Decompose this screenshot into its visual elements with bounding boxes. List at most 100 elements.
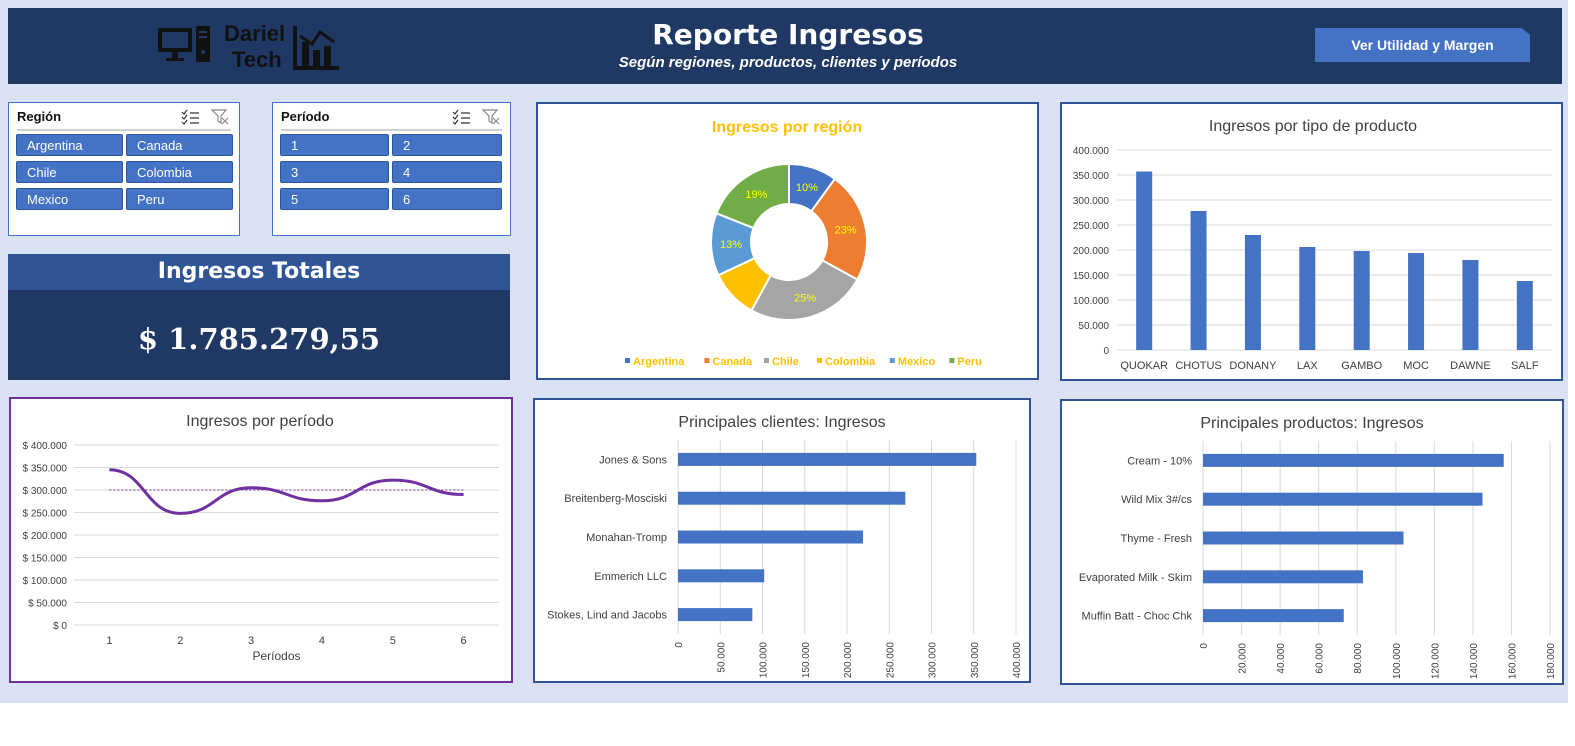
region-item-colombia[interactable]: Colombia — [126, 161, 233, 183]
chart-title: Principales productos: Ingresos — [1200, 415, 1423, 432]
y-tick-label: 50.000 — [1078, 321, 1109, 332]
y-tick-label: Stokes, Lind and Jacobs — [547, 610, 667, 622]
region-item-mexico[interactable]: Mexico — [16, 188, 123, 210]
x-tick-label: DONANY — [1229, 360, 1277, 372]
ver-utilidad-button[interactable]: Ver Utilidad y Margen — [1315, 28, 1530, 62]
y-tick-label: 250.000 — [1073, 221, 1110, 232]
y-tick-label: 200.000 — [1073, 246, 1110, 257]
y-tick-label: $ 400.000 — [23, 441, 68, 452]
region-donut-chart: Ingresos por región 10% 23% 25% 13% 19% Argent… — [625, 119, 982, 368]
periodo-item-2[interactable]: 2 — [392, 134, 502, 156]
pie-data-label: 13% — [720, 239, 742, 251]
bar — [1516, 281, 1533, 350]
x-tick-label: LAX — [1297, 360, 1318, 372]
x-tick-label: 140.000 — [1469, 643, 1480, 680]
periodo-item-1[interactable]: 1 — [280, 134, 389, 156]
x-tick-label: 80.000 — [1353, 643, 1364, 674]
periodo-item-6[interactable]: 6 — [392, 188, 502, 210]
region-item-argentina[interactable]: Argentina — [16, 134, 123, 156]
legend-entry: Chile — [772, 356, 799, 368]
bar — [1203, 570, 1364, 584]
pie-data-label: 25% — [794, 293, 816, 305]
x-tick-label: 400.000 — [1012, 642, 1023, 679]
chart-title: Principales clientes: Ingresos — [678, 414, 885, 431]
clear-filter-icon[interactable] — [211, 109, 229, 125]
x-tick-label: 100.000 — [759, 642, 770, 679]
x-axis-label: Períodos — [252, 649, 300, 663]
periodo-item-4[interactable]: 4 — [392, 161, 502, 183]
x-tick-label: 200.000 — [843, 642, 854, 679]
bar — [678, 452, 977, 466]
x-tick-label: 1 — [106, 635, 112, 647]
multi-select-icon[interactable] — [452, 109, 470, 125]
pie-data-label: 10% — [796, 182, 818, 194]
x-tick-label: 40.000 — [1276, 643, 1287, 674]
logo: Dariel Tech — [158, 22, 358, 82]
y-tick-label: Emmerich LLC — [594, 571, 667, 583]
bar — [1203, 453, 1504, 467]
x-tick-label: 100.000 — [1392, 643, 1403, 680]
multi-select-icon[interactable] — [181, 109, 199, 125]
bar — [1203, 492, 1483, 506]
bar — [1299, 247, 1316, 350]
legend-entry: Argentina — [633, 356, 685, 368]
periodo-item-3[interactable]: 3 — [280, 161, 389, 183]
region-slicer-header: Región — [17, 109, 231, 131]
y-tick-label: $ 100.000 — [23, 576, 68, 587]
periodo-item-5[interactable]: 5 — [280, 188, 389, 210]
pie-slice-chile — [750, 258, 859, 321]
bar — [1408, 253, 1425, 350]
legend-entry: Canada — [712, 356, 753, 368]
chart-title: Ingresos por tipo de producto — [1209, 118, 1417, 135]
clientes-chart-panel: Principales clientes: Ingresos 0 50.000 100… — [533, 398, 1031, 683]
legend-entry: Colombia — [825, 356, 876, 368]
header-bar: Dariel Tech Reporte Ingresos Según regio… — [8, 8, 1562, 84]
x-tick-label: 3 — [248, 635, 254, 647]
region-item-canada[interactable]: Canada — [126, 134, 233, 156]
region-slicer-title: Región — [17, 109, 62, 124]
region-chart-panel: Ingresos por región 10% 23% 25% 13% 19% Argent… — [536, 102, 1039, 380]
chart-icon — [293, 26, 339, 70]
bar — [678, 608, 753, 622]
legend-swatch — [764, 358, 769, 363]
pie-slice-canada — [809, 177, 868, 281]
x-tick-label: 20.000 — [1238, 643, 1249, 674]
x-tick-label: 160.000 — [1507, 643, 1518, 680]
y-tick-label: $ 300.000 — [23, 486, 68, 497]
logo-text-line1: Dariel — [224, 21, 286, 46]
bar — [1190, 211, 1207, 350]
pie-data-label: 23% — [835, 224, 857, 236]
bar — [678, 530, 864, 544]
region-item-chile[interactable]: Chile — [16, 161, 123, 183]
x-tick-label: CHOTUS — [1175, 360, 1221, 372]
y-tick-label: 100.000 — [1073, 296, 1110, 307]
y-tick-label: Thyme - Fresh — [1120, 533, 1192, 545]
y-tick-label: $ 200.000 — [23, 531, 68, 542]
bar — [1136, 171, 1153, 350]
y-tick-label: Wild Mix 3#/cs — [1121, 494, 1192, 506]
computer-icon — [158, 26, 339, 70]
clientes-bar-chart: Principales clientes: Ingresos 0 50.000 100… — [547, 414, 1023, 679]
x-tick-label: 60.000 — [1315, 643, 1326, 674]
legend-swatch — [949, 358, 955, 363]
y-tick-label: $ 50.000 — [28, 599, 67, 610]
x-tick-label: 120.000 — [1430, 643, 1441, 680]
y-tick-label: Breitenberg-Mosciski — [564, 493, 667, 505]
tipo-bar-chart: Ingresos por tipo de producto 0 50.000 100.… — [1073, 118, 1552, 372]
productos-bar-chart: Principales productos: Ingresos 0 20.000 40… — [1079, 415, 1557, 680]
bar — [1353, 251, 1370, 350]
x-tick-label: 50.000 — [716, 642, 727, 673]
x-tick-label: 0 — [1199, 643, 1210, 649]
tipo-chart-panel: Ingresos por tipo de producto 0 50.000 100.… — [1060, 102, 1563, 381]
periodo-slicer: Período 1 2 3 4 5 6 — [272, 102, 511, 236]
y-tick-label: $ 150.000 — [23, 554, 68, 565]
clear-filter-icon[interactable] — [482, 109, 500, 125]
pie-data-label: 19% — [745, 189, 767, 201]
x-tick-label: 250.000 — [885, 642, 896, 679]
page-subtitle: Según regiones, productos, clientes y pe… — [618, 54, 958, 71]
periodo-line-chart: Ingresos por período $ 0 $ 50.000 $ 100.000… — [23, 413, 499, 663]
bar — [678, 569, 765, 583]
bar — [1462, 260, 1479, 350]
y-tick-label: $ 250.000 — [23, 509, 68, 520]
region-item-peru[interactable]: Peru — [126, 188, 233, 210]
